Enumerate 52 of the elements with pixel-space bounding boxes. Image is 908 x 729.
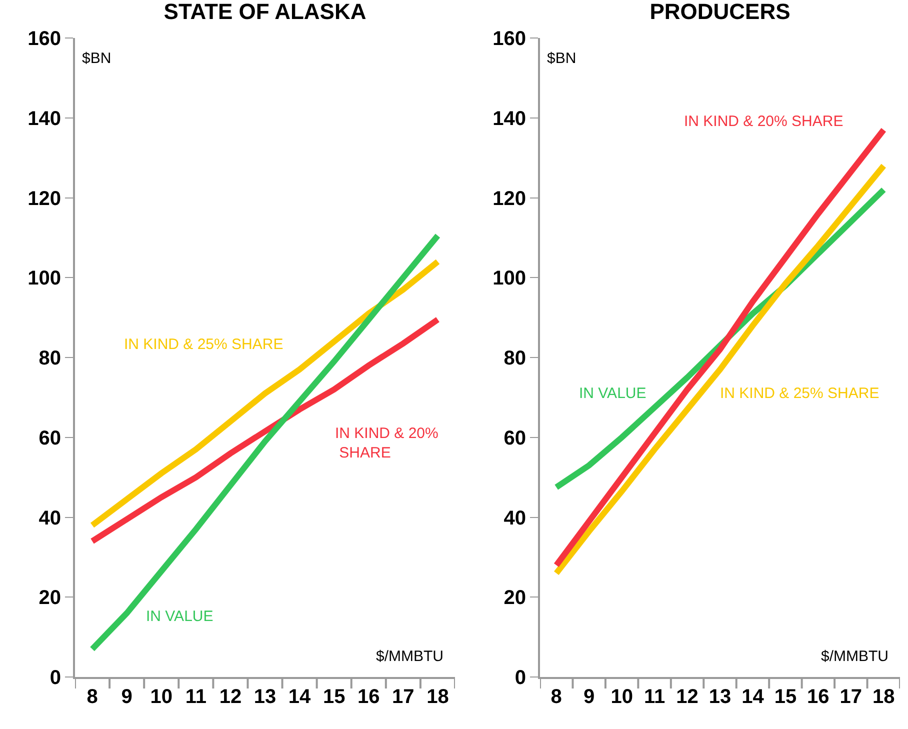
x-tick-label: 16 (358, 686, 380, 708)
x-tick-label: 15 (322, 686, 346, 708)
series-label: IN KIND & 25% SHARE (124, 336, 284, 353)
y-tick-label: 60 (504, 427, 526, 450)
series-label: IN VALUE (579, 385, 646, 402)
x-tick-label: 10 (150, 686, 172, 708)
y-tick-label: 40 (504, 507, 526, 530)
x-tick-label: 11 (185, 686, 206, 708)
x-tick-label: 18 (872, 686, 895, 708)
x-tick-label: 13 (708, 686, 732, 708)
y-tick-label: 140 (28, 108, 61, 130)
y-tick-label: 100 (28, 268, 61, 290)
y-tick-label: 0 (50, 667, 61, 689)
series-label: IN KIND & 25% SHARE (720, 385, 880, 402)
x-tick-label: 16 (807, 686, 830, 708)
x-tick-label: 8 (86, 686, 98, 708)
x-axis-title: $/MMBTU (376, 648, 444, 665)
y-tick-label: 40 (38, 507, 61, 530)
y-tick-label: 0 (514, 667, 526, 689)
x-tick-label: 12 (676, 686, 698, 708)
y-tick-label: 160 (492, 28, 526, 50)
y-tick-label: 160 (28, 28, 61, 50)
x-tick-label: 8 (550, 686, 562, 708)
y-tick-label: 60 (38, 427, 61, 450)
x-axis-title: $/MMBTU (821, 648, 888, 665)
x-tick-label: 14 (742, 686, 765, 708)
x-tick-label: 13 (254, 686, 276, 708)
y-tick-label: 100 (492, 268, 526, 290)
y-tick-label: 20 (504, 587, 526, 610)
y-axis-title: $BN (82, 50, 112, 67)
y-tick-label: 120 (28, 188, 61, 210)
x-tick-label: 12 (219, 686, 242, 708)
y-tick-label: 120 (492, 188, 526, 210)
x-tick-label: 15 (774, 686, 797, 708)
y-tick-label: 20 (38, 587, 61, 610)
x-tick-label: 17 (392, 686, 414, 708)
x-tick-label: 17 (840, 686, 862, 708)
x-tick-label: 14 (288, 686, 312, 708)
chart-title: PRODUCERS (650, 0, 790, 24)
x-tick-label: 18 (426, 686, 449, 708)
chart-title: STATE OF ALASKA (164, 0, 366, 24)
y-tick-label: 80 (504, 348, 526, 370)
x-tick-label: 11 (644, 686, 666, 708)
y-axis-title: $BN (547, 50, 576, 67)
y-tick-label: 80 (38, 348, 61, 370)
x-tick-label: 9 (121, 686, 132, 708)
text: IN KIND & 20% SHARE (335, 425, 438, 462)
x-tick-label: 9 (584, 686, 595, 708)
series-label: IN VALUE (146, 608, 214, 625)
y-tick-label: 140 (492, 108, 526, 130)
x-tick-label: 10 (610, 686, 633, 708)
text: IN KIND & 20% SHARE (684, 113, 844, 130)
